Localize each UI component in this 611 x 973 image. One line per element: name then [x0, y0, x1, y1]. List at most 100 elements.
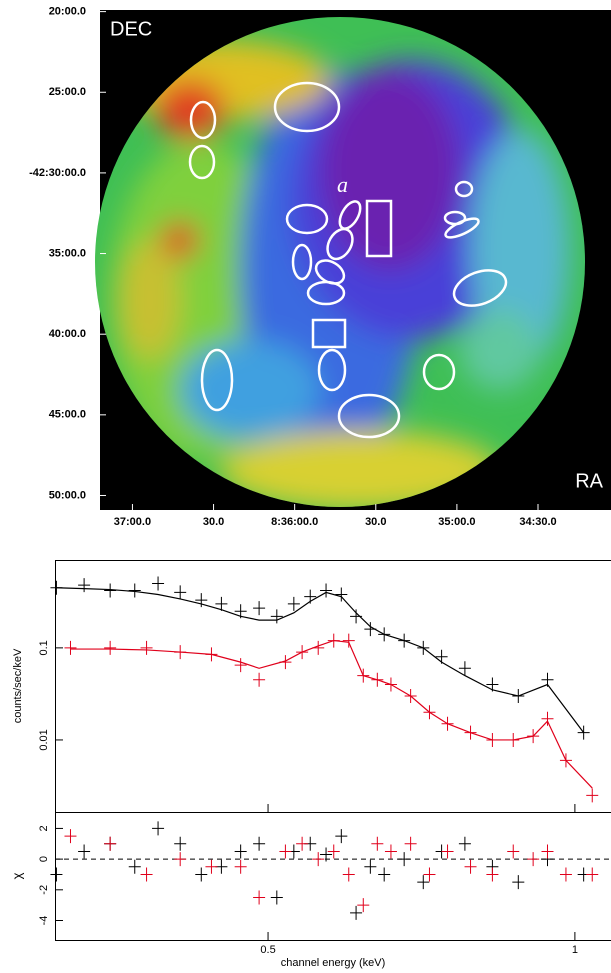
residual-point: [64, 829, 77, 844]
residual-point: [78, 844, 91, 859]
data-point: [423, 705, 436, 720]
y-axis-label: counts/sec/keV: [12, 648, 24, 723]
x-tick-label: 0.5: [260, 944, 275, 956]
residual-point: [404, 836, 417, 851]
residual-point: [342, 867, 355, 882]
residual-point: [104, 836, 117, 851]
residual-point: [174, 852, 187, 867]
residual-point: [195, 867, 208, 882]
residual-point: [527, 852, 540, 867]
residual-point: [350, 905, 363, 920]
residual-point: [458, 836, 471, 851]
y-tick-label: 45:00.0: [49, 409, 86, 421]
residual-point: [559, 867, 572, 882]
data-point: [253, 672, 266, 687]
data-point: [507, 732, 520, 747]
y-tick-label: 20:00.0: [49, 6, 86, 18]
data-point: [512, 689, 525, 704]
data-point: [50, 580, 63, 595]
y-tick-label: -42:30:00.0: [29, 167, 86, 179]
residual-point: [423, 867, 436, 882]
data-point: [174, 585, 187, 600]
residual-point: [140, 867, 153, 882]
residual-point: [541, 844, 554, 859]
residual-point: [371, 836, 384, 851]
data-point: [378, 627, 391, 642]
data-point: [128, 583, 141, 598]
data-point: [104, 583, 117, 598]
data-point: [279, 655, 292, 670]
data-point: [64, 640, 77, 655]
residual-point: [335, 829, 348, 844]
data-point: [215, 596, 228, 611]
y-tick-label: 35:00.0: [49, 247, 86, 259]
model-line: [56, 587, 585, 734]
y-tick-label: 25:00.0: [49, 86, 86, 98]
data-point: [357, 668, 370, 683]
data-point: [441, 716, 454, 731]
data-point: [398, 633, 411, 648]
data-point: [152, 576, 165, 591]
data-point: [327, 633, 340, 648]
y-tick-label: 0: [38, 856, 50, 862]
residual-point: [234, 844, 247, 859]
residual-point: [507, 844, 520, 859]
data-point: [312, 640, 325, 655]
residual-point: [152, 821, 165, 836]
residual-point: [327, 844, 340, 859]
x-tick-label: 30.0: [365, 516, 386, 528]
residual-point: [270, 890, 283, 905]
data-point: [458, 661, 471, 676]
data-point: [559, 753, 572, 768]
residual-point: [398, 852, 411, 867]
x-axis-label: RA: [575, 470, 603, 492]
y-tick-label: 2: [38, 825, 50, 831]
residual-point: [486, 867, 499, 882]
data-point: [404, 689, 417, 704]
data-point: [586, 788, 599, 803]
x-tick-label: 34:30.0: [519, 516, 556, 528]
y-tick-label: 40:00.0: [49, 328, 86, 340]
residual-point: [364, 859, 377, 874]
annotation: a: [337, 172, 348, 197]
data-point: [577, 725, 590, 740]
residual-point: [253, 890, 266, 905]
x-tick-label: 35:00.0: [438, 516, 475, 528]
data-point: [234, 658, 247, 673]
data-point: [464, 725, 477, 740]
residual-point: [512, 875, 525, 890]
data-point: [234, 604, 247, 619]
residual-axis-label: χ: [9, 872, 24, 879]
residual-point: [586, 867, 599, 882]
data-point: [541, 672, 554, 687]
x-axis-label: channel energy (keV): [281, 957, 386, 969]
x-tick-label: 8:36:00.0: [271, 516, 318, 528]
data-point: [384, 677, 397, 692]
data-point: [174, 645, 187, 660]
data-point: [486, 677, 499, 692]
residual-point: [253, 836, 266, 851]
data-point: [140, 640, 153, 655]
data-point: [335, 587, 348, 602]
data-point: [205, 647, 218, 662]
data-point: [304, 589, 317, 604]
x-tick-label: 1: [572, 944, 578, 956]
data-point: [541, 711, 554, 726]
data-point: [417, 640, 430, 655]
residual-point: [441, 844, 454, 859]
residual-point: [417, 875, 430, 890]
residual-point: [279, 844, 292, 859]
residual-point: [234, 859, 247, 874]
xray-image: a DEC RA: [95, 10, 611, 510]
residual-point: [464, 859, 477, 874]
data-point: [364, 622, 377, 637]
y-tick-label: 50:00.0: [49, 489, 86, 501]
data-point: [296, 645, 309, 660]
residual-point: [384, 844, 397, 859]
data-point: [195, 593, 208, 608]
x-tick-label: 30.0: [203, 516, 224, 528]
y-tick-label: -4: [38, 916, 50, 926]
residual-point: [205, 859, 218, 874]
data-point: [350, 609, 363, 624]
